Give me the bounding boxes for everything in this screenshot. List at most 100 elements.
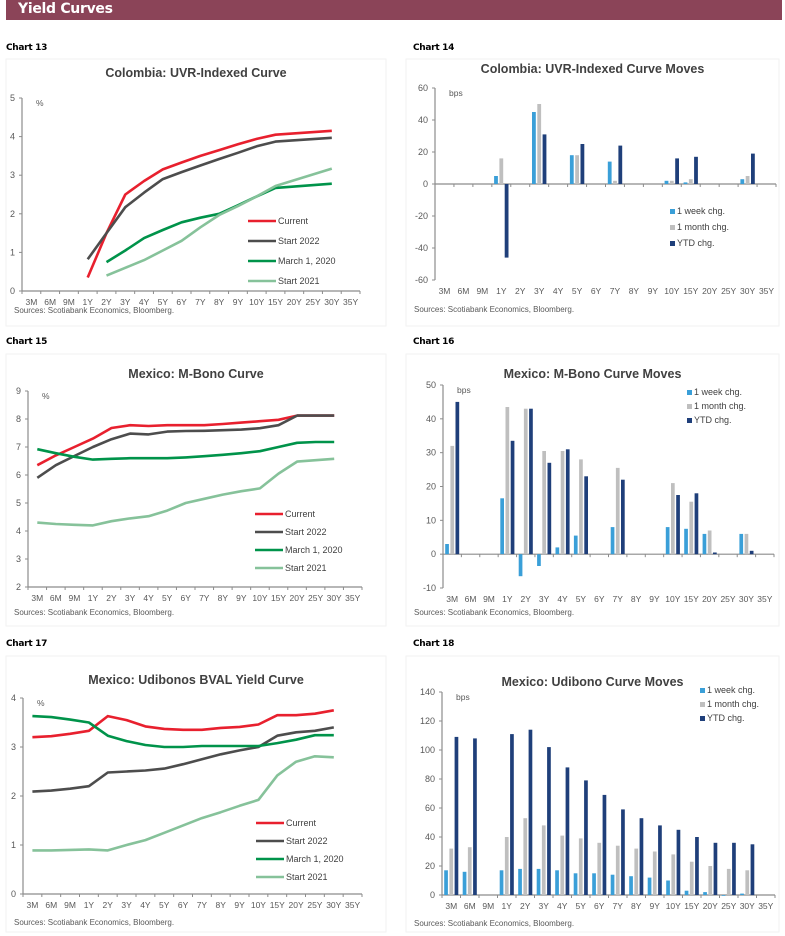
legend-label: March 1, 2020 [278,256,336,266]
legend-swatch [700,702,705,707]
y-unit-label: bps [456,692,470,702]
bar-1-week-chg--9y [647,877,652,895]
x-tick-label: 20Y [289,593,304,603]
y-tick-label: 60 [425,803,435,813]
bar-1-week-chg--6m [462,871,467,895]
x-tick-label: 6M [464,901,476,911]
bar-ytd-chg--30y [749,550,754,555]
bar-1-week-chg--5y [569,155,574,184]
bar-1-month-chg--10y [669,180,674,184]
x-tick-label: 25Y [305,297,320,307]
x-tick-label: 3Y [120,297,131,307]
bar-1-month-chg--2y [523,408,528,555]
source-note: Sources: Scotiabank Economics, Bloomberg… [14,306,174,315]
bar-1-week-chg--3m [445,544,449,555]
x-tick-label: 2Y [515,286,526,296]
x-tick-label: 15Y [268,297,283,307]
y-tick-label: 100 [420,745,435,755]
x-tick-label: 9Y [648,286,659,296]
chart-panel [5,353,387,627]
x-tick-label: 7Y [195,297,206,307]
bar-1-week-chg--30y [740,179,745,184]
bar-ytd-chg--8y [639,818,644,895]
y-tick-label: 3 [11,742,16,752]
legend-label: Current [278,216,309,226]
legend-swatch [670,209,675,214]
legend-label: Start 2022 [286,836,328,846]
y-tick-label: 3 [10,170,15,180]
x-tick-label: 3Y [539,901,550,911]
bar-ytd-chg--3m [454,736,459,895]
bar-1-month-chg--3y [537,104,542,184]
x-tick-label: 9Y [650,901,661,911]
chart-13-label: Chart 13 [6,43,48,53]
chart-16-mexico-mbono-moves: Mexico: M-Bono Curve Moves -10 0 10 20 30 40 50… [405,353,780,627]
bar-1-week-chg--3m [444,870,448,895]
x-tick-label: 2Y [521,594,532,604]
legend-label: Start 2021 [286,872,328,882]
bar-1-week-chg--1y [494,176,498,184]
legend-label: March 1, 2020 [286,854,344,864]
x-tick-label: 8Y [216,900,227,910]
bar-1-week-chg--25y [721,895,726,896]
bar-1-week-chg--4y [555,870,559,895]
x-tick-label: 3M [25,297,37,307]
y-tick-label: 0 [10,286,15,296]
x-tick-label: 10Y [665,594,680,604]
chart-13-colombia-uvr-curve: Colombia: UVR-Indexed Curve 0 1 2 3 4 5 % 3M 6M 9M… [5,58,387,327]
bar-1-month-chg--7y [613,180,617,184]
y-tick-label: 40 [426,414,436,424]
x-tick-label: 2Y [103,900,114,910]
legend-label: Start 2022 [278,236,320,246]
series-line-current [32,709,335,739]
x-tick-label: 25Y [721,286,736,296]
bar-1-week-chg--30y [739,533,744,555]
y-tick-label: 4 [16,526,21,536]
y-tick-label: 20 [418,147,428,157]
bar-1-month-chg--6y [597,842,602,895]
bar-ytd-chg--1y [504,184,509,258]
x-tick-label: 35Y [757,594,772,604]
x-tick-label: 6Y [594,901,605,911]
bar-1-month-chg--10y [671,854,676,895]
x-tick-label: 1Y [502,594,513,604]
legend-label: 1 week chg. [707,685,755,695]
chart-panel [5,58,387,327]
y-tick-label: 20 [426,482,436,492]
chart-title: Mexico: Udibono Curve Moves [502,675,684,689]
x-tick-label: 1Y [88,593,99,603]
bar-ytd-chg--30y [751,153,755,184]
chart-panel [5,655,387,933]
x-tick-label: 4Y [140,900,151,910]
legend-label: 1 month chg. [677,222,729,232]
x-tick-label: 35Y [345,900,360,910]
y-tick-label: 4 [11,693,16,703]
y-tick-label: 1 [11,840,16,850]
x-tick-label: 10Y [664,286,679,296]
chart-14-label: Chart 14 [413,43,455,53]
y-tick-label: 6 [16,470,21,480]
bar-1-week-chg--7y [607,161,612,184]
bar-1-week-chg--30y [740,893,744,895]
y-tick-label: 0 [11,889,16,899]
bar-1-month-chg--20y [708,866,713,895]
legend-label: 1 week chg. [694,387,742,397]
bar-1-month-chg--10y [671,483,675,555]
bar-ytd-chg--25y [732,842,736,895]
legend-label: YTD chg. [694,415,732,425]
x-tick-label: 6Y [176,297,187,307]
x-tick-label: 15Y [684,901,699,911]
legend-swatch [700,716,705,721]
x-tick-label: 15Y [684,594,699,604]
y-tick-label: 5 [10,93,15,103]
bar-1-month-chg--6m [467,847,472,895]
series-line-start-2022 [86,136,332,261]
x-tick-label: 20Y [702,286,717,296]
bar-ytd-chg--4y [565,767,570,895]
bar-1-month-chg--3y [542,451,546,555]
x-tick-label: 3Y [121,900,132,910]
x-tick-label: 5Y [572,286,583,296]
x-tick-label: 4Y [139,297,150,307]
x-tick-label: 15Y [270,900,285,910]
bar-ytd-chg--3y [547,462,552,555]
